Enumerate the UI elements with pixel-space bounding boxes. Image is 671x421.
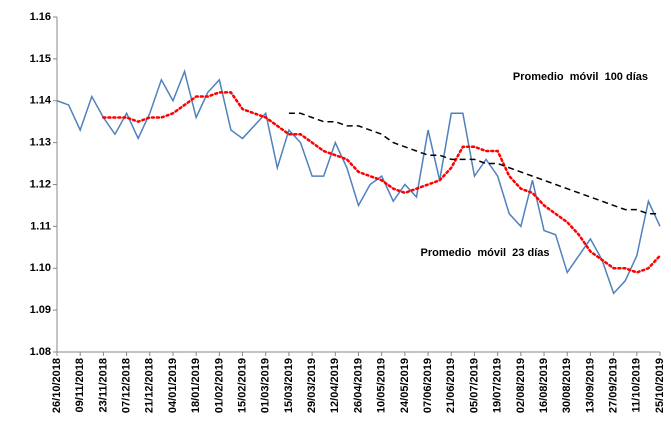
x-tick-label: 13/09/2019	[584, 358, 596, 413]
x-tick-label: 26/10/2018	[51, 358, 63, 413]
x-tick-label: 23/11/2018	[97, 358, 109, 412]
y-tick-label: 1.10	[30, 262, 51, 274]
x-tick-label: 09/11/2018	[74, 358, 86, 412]
y-tick-label: 1.13	[30, 137, 51, 149]
x-tick-label: 21/06/2019	[445, 358, 457, 413]
x-tick-label: 16/08/2019	[538, 358, 550, 413]
series-label: Promedio móvil 100 días	[513, 71, 648, 83]
x-tick-label: 27/09/2019	[608, 358, 620, 413]
x-tick-label: 29/03/2019	[306, 358, 318, 413]
y-tick-label: 1.08	[30, 346, 51, 358]
y-tick-label: 1.15	[30, 53, 51, 65]
x-tick-label: 12/04/2019	[329, 358, 341, 413]
x-tick-label: 01/03/2019	[260, 358, 272, 413]
x-tick-label: 10/05/2019	[376, 358, 388, 413]
x-tick-label: 07/06/2019	[422, 358, 434, 413]
y-tick-label: 1.12	[30, 178, 51, 190]
x-tick-label: 02/08/2019	[515, 358, 527, 413]
x-tick-label: 15/02/2019	[236, 358, 248, 413]
series-label: Promedio móvil 23 días	[421, 247, 550, 259]
x-tick-label: 01/02/2019	[213, 358, 225, 413]
series-line	[102, 91, 662, 274]
y-tick-label: 1.11	[30, 220, 51, 232]
x-tick-label: 21/12/2018	[144, 358, 156, 413]
series-line	[56, 68, 661, 295]
x-tick-label: 11/10/2019	[631, 358, 643, 412]
x-tick-label: 25/10/2019	[654, 358, 666, 413]
x-tick-label: 15/03/2019	[283, 358, 295, 413]
x-tick-label: 30/08/2019	[561, 358, 573, 413]
x-tick-label: 05/07/2019	[468, 358, 480, 413]
series-line	[288, 112, 660, 215]
y-tick-label: 1.14	[30, 95, 52, 107]
x-tick-label: 18/01/2019	[190, 358, 202, 413]
x-tick-label: 24/05/2019	[399, 358, 411, 413]
y-tick-label: 1.09	[30, 304, 51, 316]
y-tick-label: 1.16	[30, 11, 51, 23]
x-tick-label: 04/01/2019	[167, 358, 179, 413]
x-tick-label: 07/12/2018	[120, 358, 132, 413]
x-tick-label: 19/07/2019	[492, 358, 504, 413]
x-tick-label: 26/04/2019	[352, 358, 364, 413]
